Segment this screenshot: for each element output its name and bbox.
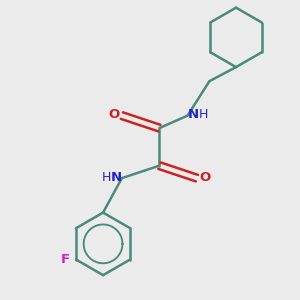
- Text: N: N: [188, 108, 199, 121]
- Text: N: N: [111, 171, 122, 184]
- Text: H: H: [101, 171, 111, 184]
- Text: H: H: [199, 108, 208, 121]
- Text: F: F: [61, 253, 70, 266]
- Text: O: O: [199, 171, 210, 184]
- Text: O: O: [108, 108, 120, 121]
